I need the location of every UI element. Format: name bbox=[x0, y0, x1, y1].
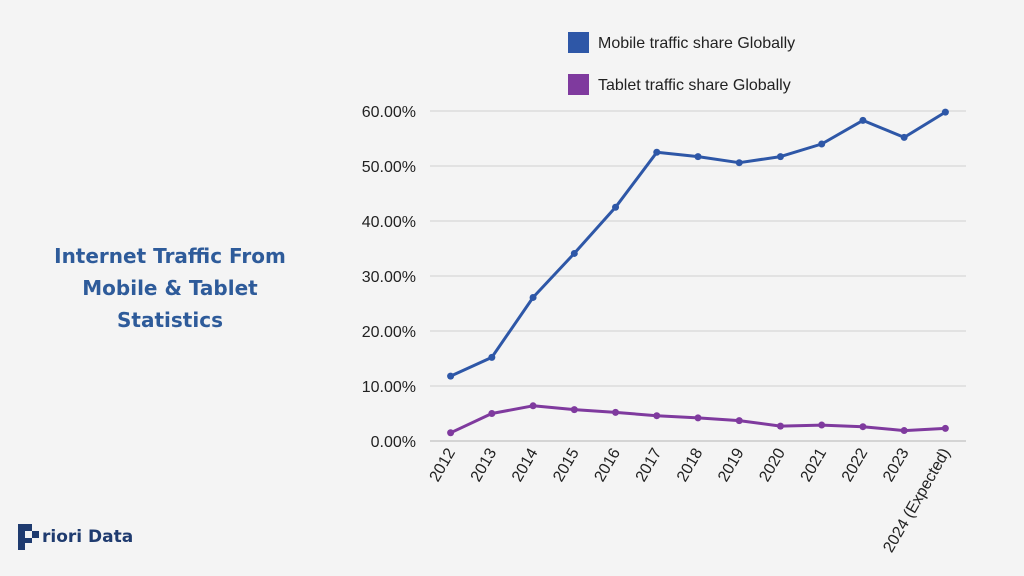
x-tick-label: 2020 bbox=[756, 445, 789, 484]
data-point bbox=[570, 249, 578, 257]
y-tick-label: 60.00% bbox=[362, 104, 416, 121]
data-point bbox=[694, 153, 702, 161]
data-point bbox=[776, 153, 784, 161]
legend-label: Mobile traffic share Globally bbox=[598, 35, 795, 52]
data-point bbox=[941, 424, 949, 432]
data-point bbox=[735, 417, 743, 425]
data-point bbox=[859, 116, 867, 124]
data-point bbox=[612, 408, 620, 416]
legend-swatch bbox=[568, 32, 589, 53]
data-point bbox=[653, 412, 661, 420]
y-tick-label: 40.00% bbox=[362, 214, 416, 231]
y-tick-label: 50.00% bbox=[362, 159, 416, 176]
x-tick-label: 2021 bbox=[798, 445, 831, 484]
brand-logo: riori Data bbox=[18, 524, 133, 550]
data-point bbox=[570, 406, 578, 414]
data-point bbox=[818, 421, 826, 429]
x-tick-label: 2016 bbox=[591, 445, 624, 484]
data-point bbox=[818, 140, 826, 148]
data-point bbox=[694, 414, 702, 422]
x-tick-label: 2014 bbox=[509, 445, 542, 484]
data-point bbox=[776, 422, 784, 430]
x-tick-label: 2019 bbox=[715, 445, 748, 484]
x-tick-label: 2013 bbox=[468, 445, 501, 484]
y-tick-label: 10.00% bbox=[362, 379, 416, 396]
y-tick-label: 20.00% bbox=[362, 324, 416, 341]
data-point bbox=[447, 372, 455, 380]
chart-title: Internet Traffic From Mobile & Tablet St… bbox=[54, 244, 286, 332]
data-point bbox=[941, 108, 949, 116]
y-tick-label: 0.00% bbox=[371, 434, 416, 451]
x-tick-label: 2012 bbox=[427, 445, 460, 484]
data-point bbox=[488, 410, 496, 417]
x-tick-label: 2017 bbox=[633, 445, 666, 484]
data-point bbox=[653, 148, 661, 156]
data-point bbox=[900, 427, 908, 435]
series-line bbox=[449, 110, 947, 378]
data-point bbox=[859, 423, 867, 431]
data-point bbox=[488, 353, 496, 361]
x-tick-label: 2015 bbox=[550, 445, 583, 484]
data-point bbox=[900, 133, 908, 141]
data-point bbox=[735, 159, 743, 167]
x-tick-label: 2022 bbox=[839, 445, 872, 484]
data-point bbox=[529, 402, 537, 410]
brand-name: riori Data bbox=[42, 527, 134, 547]
x-tick-label: 2018 bbox=[674, 445, 707, 484]
priori-logo-icon bbox=[18, 524, 39, 550]
data-point bbox=[612, 203, 620, 211]
data-point bbox=[447, 429, 455, 437]
y-tick-label: 30.00% bbox=[362, 269, 416, 286]
legend-swatch bbox=[568, 74, 589, 95]
data-point bbox=[529, 293, 537, 301]
legend-label: Tablet traffic share Globally bbox=[598, 77, 791, 94]
x-tick-label: 2023 bbox=[880, 445, 913, 484]
